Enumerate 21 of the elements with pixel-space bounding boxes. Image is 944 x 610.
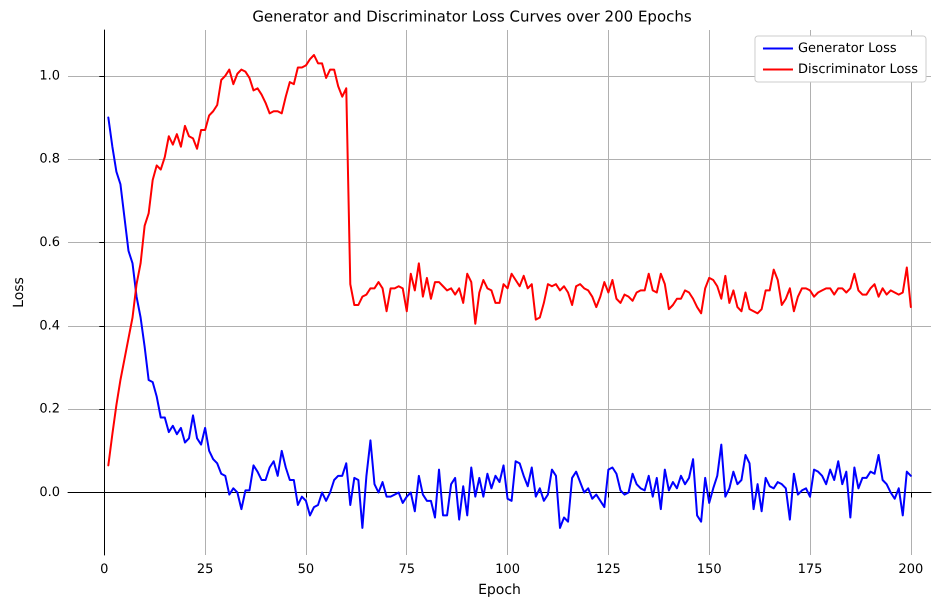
x-tick-label: 175 — [798, 562, 822, 577]
x-tick-label: 25 — [196, 562, 214, 577]
x-tick-label: 100 — [495, 562, 520, 577]
x-tick-label: 150 — [696, 562, 722, 577]
y-tick-label: 0.0 — [39, 485, 60, 500]
x-tick-label: 125 — [596, 562, 621, 577]
x-tick-label: 75 — [398, 562, 416, 577]
chart-title: Generator and Discriminator Loss Curves over 200 Epochs — [252, 8, 692, 26]
y-tick-label: 0.6 — [39, 235, 60, 250]
x-axis-title: Epoch — [478, 582, 521, 598]
y-tick-label: 1.0 — [39, 68, 60, 84]
y-tick-label: 0.8 — [39, 152, 60, 167]
y-axis-title: Loss — [11, 277, 27, 308]
x-tick-label: 200 — [898, 562, 924, 577]
line-series — [107, 116, 912, 529]
legend-label: Generator Loss — [798, 41, 897, 56]
x-tick-label: 0 — [100, 562, 108, 577]
x-tick-label: 50 — [298, 562, 314, 577]
y-tick-label: 0.4 — [39, 318, 60, 334]
legend-label: Discriminator Loss — [798, 62, 918, 77]
y-tick-label: 0.2 — [39, 402, 60, 417]
